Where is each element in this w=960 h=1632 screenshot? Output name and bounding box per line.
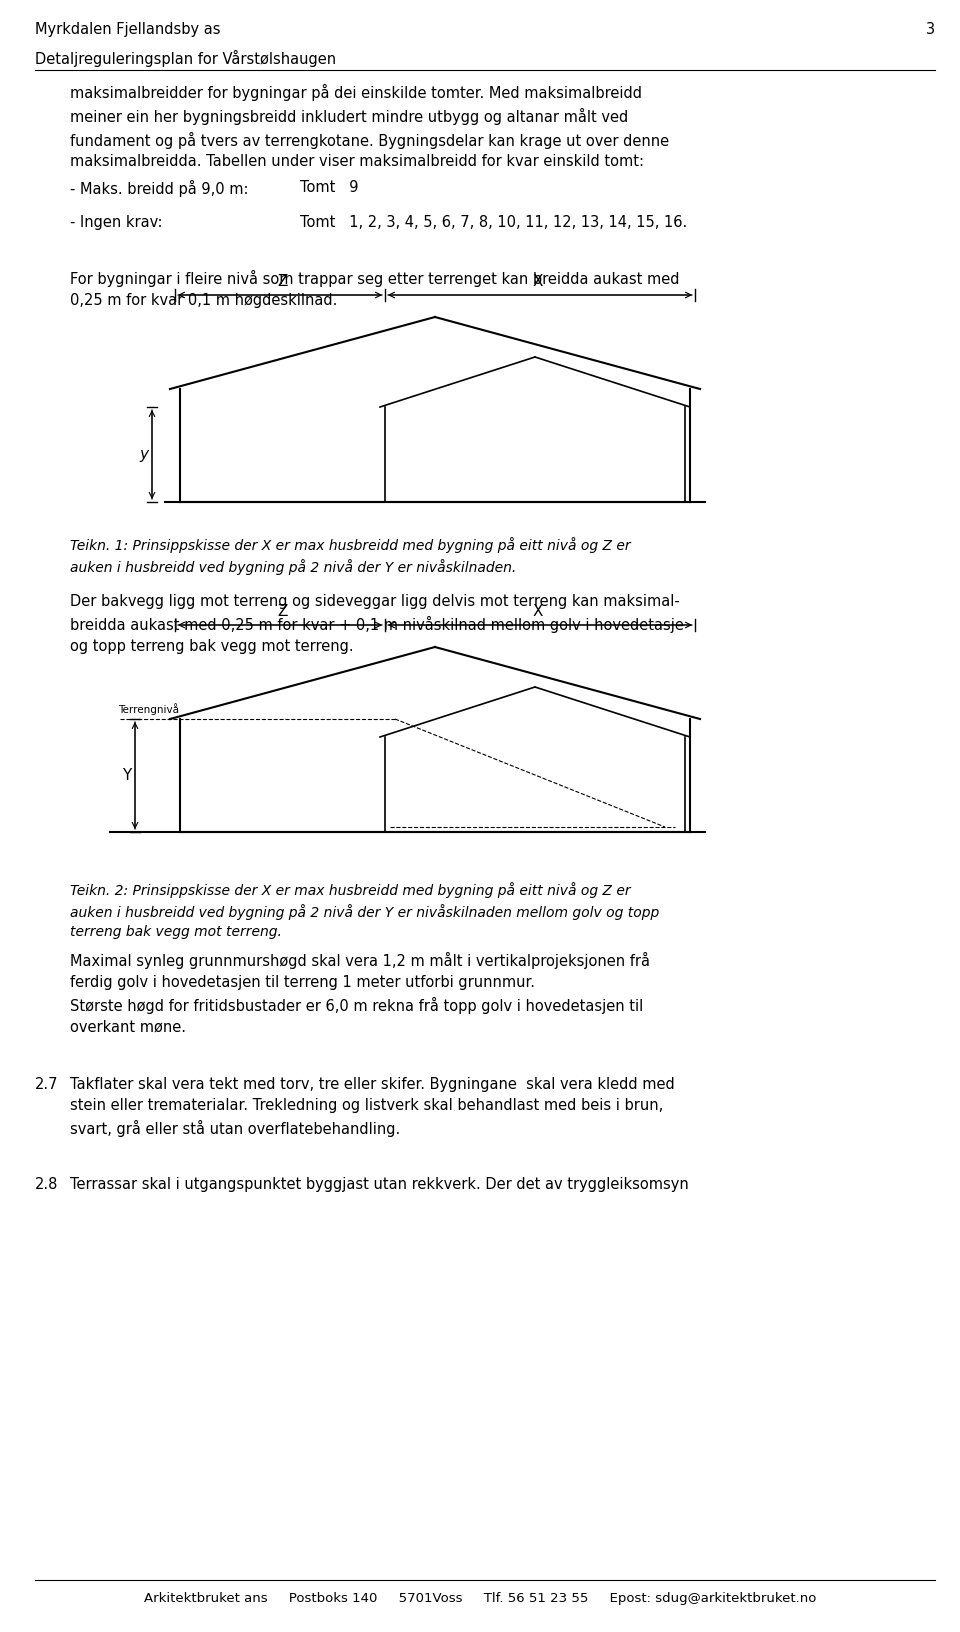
Text: y: y <box>139 447 148 462</box>
Text: Y: Y <box>122 769 131 783</box>
Text: maksimalbreidder for bygningar på dei einskilde tomter. Med maksimalbreidd
meine: maksimalbreidder for bygningar på dei ei… <box>70 83 669 170</box>
Text: Z: Z <box>277 274 288 289</box>
Text: Myrkdalen Fjellandsby as: Myrkdalen Fjellandsby as <box>35 21 221 38</box>
Text: Tomt   1, 2, 3, 4, 5, 6, 7, 8, 10, 11, 12, 13, 14, 15, 16.: Tomt 1, 2, 3, 4, 5, 6, 7, 8, 10, 11, 12,… <box>300 215 687 230</box>
Text: Der bakvegg ligg mot terreng og sideveggar ligg delvis mot terreng kan maksimal-: Der bakvegg ligg mot terreng og sidevegg… <box>70 594 684 653</box>
Text: Arkitektbruket ans     Postboks 140     5701Voss     Tlf. 56 51 23 55     Epost:: Arkitektbruket ans Postboks 140 5701Voss… <box>144 1591 816 1604</box>
Text: X: X <box>532 604 542 619</box>
Text: 2.8: 2.8 <box>35 1177 59 1191</box>
Text: Teikn. 2: Prinsippskisse der X er max husbreidd med bygning på eitt nivå og Z er: Teikn. 2: Prinsippskisse der X er max hu… <box>70 881 660 940</box>
Text: Tomt   9: Tomt 9 <box>300 180 358 194</box>
Text: X: X <box>532 274 542 289</box>
Text: 2.7: 2.7 <box>35 1077 59 1092</box>
Text: Detaljreguleringsplan for Vårstølshaugen: Detaljreguleringsplan for Vårstølshaugen <box>35 51 336 67</box>
Text: Takflater skal vera tekt med torv, tre eller skifer. Bygningane  skal vera kledd: Takflater skal vera tekt med torv, tre e… <box>70 1077 675 1136</box>
Text: Teikn. 1: Prinsippskisse der X er max husbreidd med bygning på eitt nivå og Z er: Teikn. 1: Prinsippskisse der X er max hu… <box>70 537 631 574</box>
Text: Terrassar skal i utgangspunktet byggjast utan rekkverk. Der det av tryggleiksoms: Terrassar skal i utgangspunktet byggjast… <box>70 1177 688 1191</box>
Text: - Maks. breidd på 9,0 m:: - Maks. breidd på 9,0 m: <box>70 180 249 197</box>
Text: Maximal synleg grunnmurshøgd skal vera 1,2 m målt i vertikalprojeksjonen frå
fer: Maximal synleg grunnmurshøgd skal vera 1… <box>70 951 650 1035</box>
Text: Terrengnivå: Terrengnivå <box>118 703 179 715</box>
Text: Z: Z <box>277 604 288 619</box>
Text: 3: 3 <box>925 21 935 38</box>
Text: - Ingen krav:: - Ingen krav: <box>70 215 162 230</box>
Text: For bygningar i fleire nivå som trappar seg etter terrenget kan breidda aukast m: For bygningar i fleire nivå som trappar … <box>70 269 680 308</box>
